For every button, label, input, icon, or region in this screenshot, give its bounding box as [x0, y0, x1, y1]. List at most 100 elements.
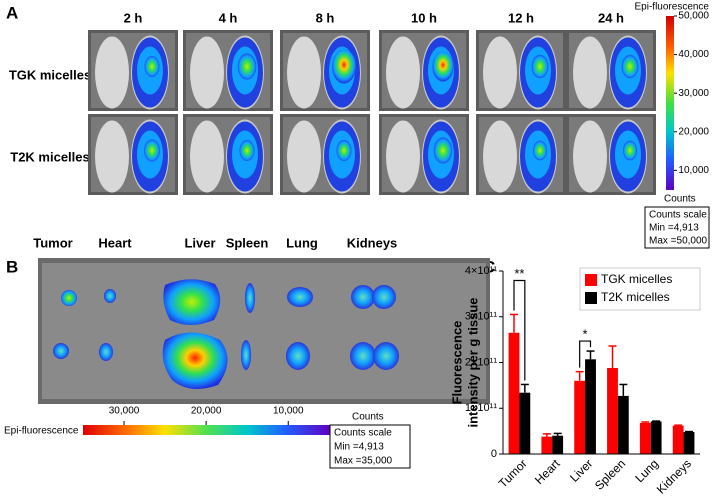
- mouse-image: [183, 30, 273, 111]
- error-bar: [586, 350, 595, 360]
- bar: [683, 432, 695, 454]
- x-tick-label: Tumor: [496, 456, 530, 490]
- bar: [541, 436, 553, 454]
- error-bar: [641, 421, 650, 423]
- colorbar-tick-label: 50,000: [678, 11, 709, 22]
- mouse-image: [280, 30, 370, 111]
- colorbar: [83, 425, 330, 435]
- bar: [639, 422, 651, 454]
- organ-signal: [286, 342, 310, 370]
- legend-label: TGK micelles: [601, 272, 672, 286]
- mouse-image: [183, 114, 273, 195]
- scale-box: [644, 206, 710, 249]
- organ-label: Kidneys: [347, 235, 398, 250]
- colorbar-tick-label: 30,000: [678, 88, 709, 99]
- mouse-body: [190, 36, 224, 109]
- scale-box: [329, 424, 411, 469]
- scale-max: Max =50,000: [649, 236, 708, 247]
- organ-signal: [287, 287, 313, 307]
- signal: [336, 140, 352, 161]
- signal: [432, 51, 454, 82]
- legend-swatch: [585, 274, 597, 286]
- column-label: 24 h: [598, 10, 624, 25]
- organ-signal: [162, 332, 228, 389]
- mouse-body: [483, 36, 517, 109]
- organs: [53, 279, 399, 389]
- column-label: 8 h: [316, 10, 335, 25]
- column-label: 10 h: [411, 10, 437, 25]
- legend-label: T2K micelles: [601, 290, 670, 304]
- mouse-image: [476, 114, 566, 195]
- colorbar-tick-label: 20,000: [191, 406, 222, 417]
- error-bar: [520, 383, 529, 393]
- mouse-image: [379, 114, 469, 195]
- bar: [519, 392, 531, 454]
- error-bar: [542, 433, 551, 437]
- y-tick-label: 3×10¹¹: [465, 311, 497, 323]
- signal: [433, 137, 453, 164]
- colorbar: [666, 16, 674, 190]
- y-axis-title: Fluorescence: [449, 321, 464, 405]
- organ-image-bg: [42, 263, 486, 399]
- scale-max: Max =35,000: [334, 456, 393, 467]
- bar: [672, 425, 684, 454]
- mouse-body: [573, 120, 607, 193]
- scale-min: Min =4,913: [334, 442, 384, 453]
- legend-box: [579, 267, 701, 311]
- error-bar: [553, 432, 562, 436]
- y-tick-label: 2×10¹¹: [465, 356, 497, 368]
- significance-bracket: [513, 279, 526, 381]
- colorbar-title: Epi-fluorescence: [4, 426, 79, 437]
- error-bar: [509, 313, 518, 333]
- column-label: 4 h: [219, 10, 238, 25]
- column-label: 12 h: [508, 10, 534, 25]
- mouse-body: [190, 120, 224, 193]
- organ-signal: [372, 285, 396, 309]
- panel-letter: A: [6, 3, 18, 22]
- bar: [585, 359, 596, 454]
- bar: [508, 332, 520, 454]
- colorbar-title: Epi-fluorescence: [635, 2, 710, 13]
- organ-signal: [99, 343, 113, 361]
- y-tick-label: 1×10¹¹: [465, 402, 497, 414]
- mouse-body: [95, 120, 129, 193]
- column-label: 2 h: [124, 10, 143, 25]
- signal: [144, 56, 160, 77]
- mouse-image: [88, 114, 178, 195]
- x-tick-label: Heart: [532, 456, 563, 487]
- signal: [237, 53, 257, 80]
- y-tick-label: 0: [491, 448, 497, 460]
- signal: [531, 54, 549, 79]
- mouse-body: [483, 120, 517, 193]
- error-bar: [575, 370, 584, 381]
- scale-min: Min =4,913: [649, 223, 699, 234]
- signal: [622, 140, 638, 161]
- row-label: T2K micelles: [10, 149, 90, 164]
- mouse-body: [573, 36, 607, 109]
- organ-signal: [350, 342, 376, 370]
- mouse-image: [476, 30, 566, 111]
- mouse-image: [280, 114, 370, 195]
- bar: [617, 395, 629, 454]
- colorbar-units: Counts: [664, 194, 696, 205]
- significance-label: **: [514, 266, 524, 281]
- organ-signal: [104, 289, 116, 303]
- scale-title: Counts scale: [334, 428, 392, 439]
- mouse-body: [95, 36, 129, 109]
- panel-letter: B: [6, 257, 18, 276]
- significance-label: *: [583, 327, 588, 342]
- organ-label: Tumor: [33, 235, 72, 250]
- y-axis-title: intensity per g tissue: [465, 297, 480, 427]
- x-tick-label: Lung: [632, 456, 661, 485]
- signal: [332, 49, 356, 84]
- x-tick-label: Kidneys: [654, 456, 694, 496]
- organ-label: Heart: [98, 235, 132, 250]
- row-label: TGK micelles: [9, 67, 91, 82]
- organ-signal: [163, 279, 221, 325]
- colorbar-tick-label: 40,000: [678, 49, 709, 60]
- colorbar-tick-label: 10,000: [273, 406, 304, 417]
- y-tick-label: 4×10¹¹: [465, 265, 497, 277]
- organ-signal: [53, 343, 69, 359]
- organ-signal: [245, 283, 255, 313]
